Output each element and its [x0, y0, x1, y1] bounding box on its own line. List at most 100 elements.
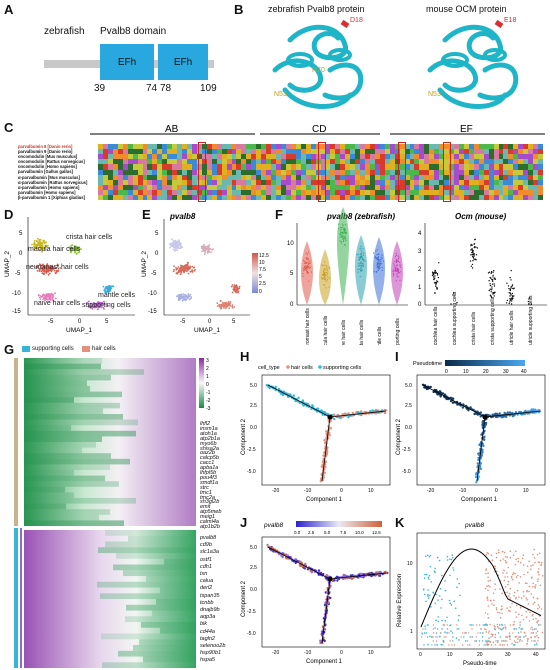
cell-point — [489, 283, 491, 285]
cell-point — [500, 624, 502, 626]
cell-point — [33, 247, 36, 250]
cell-point — [514, 636, 517, 638]
cell-point — [424, 628, 426, 630]
cell-point — [45, 241, 48, 243]
cell-point — [434, 277, 436, 279]
cell-point — [383, 260, 385, 262]
cell-point — [489, 641, 491, 643]
scale-tick: 10.0 — [355, 530, 364, 535]
cell-point — [36, 264, 39, 267]
cell-point — [370, 571, 373, 575]
violin-title-left: pvalb8 (zebrafish) — [326, 212, 395, 221]
cell-point — [489, 284, 492, 287]
category-label: macula hair cells — [323, 315, 329, 345]
cell-point — [475, 640, 478, 642]
scale-tick: 10 — [259, 260, 265, 266]
cell-point — [450, 624, 452, 626]
residue-label: D18 — [350, 17, 363, 24]
category-label: crista hair cells — [471, 311, 477, 345]
y-tick: 3 — [418, 249, 422, 255]
cell-point — [363, 260, 365, 262]
cell-point — [359, 258, 361, 260]
cell-point — [186, 261, 189, 264]
cell-point — [491, 280, 494, 282]
cell-point — [220, 306, 223, 308]
y-tick: -5 — [15, 271, 21, 277]
cell-point — [309, 266, 311, 268]
cell-point — [437, 636, 439, 638]
cell-point — [323, 639, 326, 643]
heatmap-row-shade — [113, 564, 196, 571]
cell-point — [40, 244, 42, 246]
cell-point — [302, 270, 304, 272]
cell-point — [307, 265, 309, 267]
cell-point — [514, 563, 517, 566]
cell-point — [268, 386, 271, 390]
cell-point — [475, 246, 477, 248]
cell-point — [505, 561, 508, 564]
cell-point — [357, 268, 359, 270]
cell-point — [235, 284, 238, 287]
cell-point — [324, 278, 326, 281]
category-label: crista supporting cells — [490, 296, 496, 345]
cell-point — [519, 576, 522, 578]
y-tick: 0.0 — [405, 425, 412, 431]
heatmap-row-shade — [116, 553, 196, 559]
scale-tick: 30 — [503, 369, 509, 375]
y-tick: -15 — [148, 309, 157, 315]
cell-point — [509, 606, 512, 608]
cell-point — [482, 419, 485, 423]
scale-tick: 2.5 — [259, 281, 266, 287]
cell-point — [440, 643, 442, 646]
y-axis-label: Relative Expression — [397, 574, 403, 627]
cell-point — [173, 244, 175, 247]
gene-label: tmc1 — [200, 489, 212, 496]
cell-point — [537, 604, 540, 606]
cell-point — [176, 272, 179, 275]
x-tick: -10 — [304, 488, 311, 494]
cell-point — [176, 242, 179, 244]
cell-point — [519, 621, 521, 623]
legend-hair: hair cells — [82, 346, 116, 352]
cell-point — [320, 465, 323, 468]
cell-point — [49, 272, 51, 275]
cell-point — [46, 293, 49, 296]
cell-point — [471, 244, 473, 246]
cell-point — [425, 555, 427, 558]
cell-point — [396, 275, 398, 277]
cell-point — [434, 271, 436, 273]
cell-point — [448, 599, 451, 602]
cell-point — [427, 576, 430, 579]
cell-point — [427, 624, 429, 626]
cell-point — [453, 644, 456, 646]
scale-tick: 0 — [206, 382, 209, 388]
cell-point — [437, 599, 439, 601]
cell-point — [505, 302, 508, 304]
panel-letter: H — [240, 349, 250, 364]
cell-point — [536, 630, 539, 633]
cell-point — [49, 297, 52, 300]
cell-point — [190, 297, 192, 299]
cell-point — [433, 278, 435, 280]
cell-point — [448, 632, 450, 634]
cell-point — [490, 633, 493, 635]
cell-point — [187, 296, 190, 299]
cell-point — [498, 624, 501, 626]
cell-point — [306, 259, 308, 261]
cell-point — [343, 231, 345, 233]
cell-point — [503, 411, 506, 415]
cell-point — [443, 624, 446, 626]
cell-point — [341, 413, 344, 416]
cell-point — [107, 305, 109, 307]
cell-point — [50, 270, 53, 273]
legend-label: hair cells — [92, 346, 116, 352]
cell-point — [307, 262, 309, 264]
cell-point — [178, 294, 181, 297]
cell-point — [451, 632, 454, 634]
cell-point — [472, 256, 474, 259]
cell-point — [531, 614, 534, 617]
cell-point — [48, 269, 51, 272]
cell-point — [78, 246, 81, 249]
panel-letter: B — [234, 2, 244, 17]
cell-point — [80, 248, 82, 251]
